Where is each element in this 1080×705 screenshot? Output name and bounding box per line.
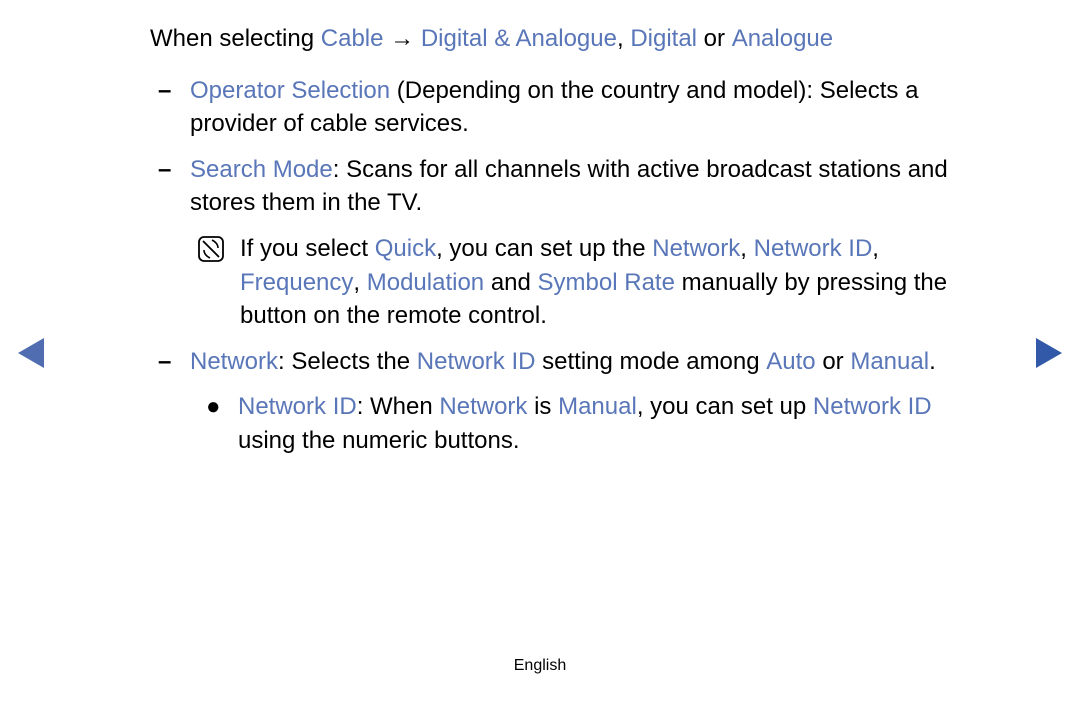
heading-sep1: , <box>617 25 630 52</box>
heading-digital: Digital <box>630 25 697 52</box>
note-block: If you select Quick, you can set up the … <box>150 232 960 333</box>
sub-p3: , you can set up <box>637 393 813 420</box>
sub-network: Network <box>439 393 527 420</box>
note-icon <box>198 236 224 262</box>
network-or: or <box>816 348 851 375</box>
arrow-right-icon <box>1036 338 1062 368</box>
heading-text: When selecting <box>150 25 321 52</box>
heading-da: Digital & Analogue <box>421 25 617 52</box>
note-p1: If you select <box>240 235 375 262</box>
bullet-icon: ● <box>206 390 221 424</box>
network-auto: Auto <box>766 348 815 375</box>
arrow-left-icon <box>18 338 44 368</box>
note-network: Network <box>652 235 740 262</box>
dash-icon: – <box>158 74 171 108</box>
note-sep: , <box>740 235 753 262</box>
item-label-network: Network <box>190 348 278 375</box>
network-p1: : Selects the <box>278 348 417 375</box>
dash-icon: – <box>158 345 171 379</box>
list-item-network: – Network: Selects the Network ID settin… <box>150 345 960 379</box>
note-frequency: Frequency <box>240 269 353 296</box>
next-page-button[interactable] <box>1036 338 1062 373</box>
network-manual: Manual <box>850 348 929 375</box>
item-label-operator: Operator Selection <box>190 77 390 104</box>
sub-item-networkid: ● Network ID: When Network is Manual, yo… <box>150 390 960 457</box>
sub-p2: is <box>527 393 558 420</box>
note-modulation: Modulation <box>367 269 484 296</box>
heading-or: or <box>697 25 732 52</box>
note-sep3: , <box>353 269 366 296</box>
sub-p4: using the numeric buttons. <box>238 427 520 454</box>
list-item-searchmode: – Search Mode: Scans for all channels wi… <box>150 153 960 220</box>
heading-analogue: Analogue <box>732 25 833 52</box>
note-networkid: Network ID <box>754 235 873 262</box>
network-end: . <box>929 348 936 375</box>
sub-manual: Manual <box>558 393 637 420</box>
note-quick: Quick <box>375 235 436 262</box>
dash-icon: – <box>158 153 171 187</box>
note-and: and <box>484 269 537 296</box>
network-p2: setting mode among <box>535 348 766 375</box>
heading-arrow: → <box>383 25 420 52</box>
item-label-searchmode: Search Mode <box>190 156 333 183</box>
note-symbolrate: Symbol Rate <box>538 269 675 296</box>
sub-p1: : When <box>357 393 440 420</box>
list-item-operator: – Operator Selection (Depending on the c… <box>150 74 960 141</box>
content-area: When selecting Cable → Digital & Analogu… <box>150 22 960 470</box>
footer-language: English <box>0 657 1080 675</box>
sub-label: Network ID <box>238 393 357 420</box>
heading-cable: Cable <box>321 25 384 52</box>
heading: When selecting Cable → Digital & Analogu… <box>150 22 960 56</box>
network-nid: Network ID <box>417 348 536 375</box>
note-sep2: , <box>872 235 879 262</box>
prev-page-button[interactable] <box>18 338 44 373</box>
sub-nid2: Network ID <box>813 393 932 420</box>
note-p2: , you can set up the <box>436 235 652 262</box>
